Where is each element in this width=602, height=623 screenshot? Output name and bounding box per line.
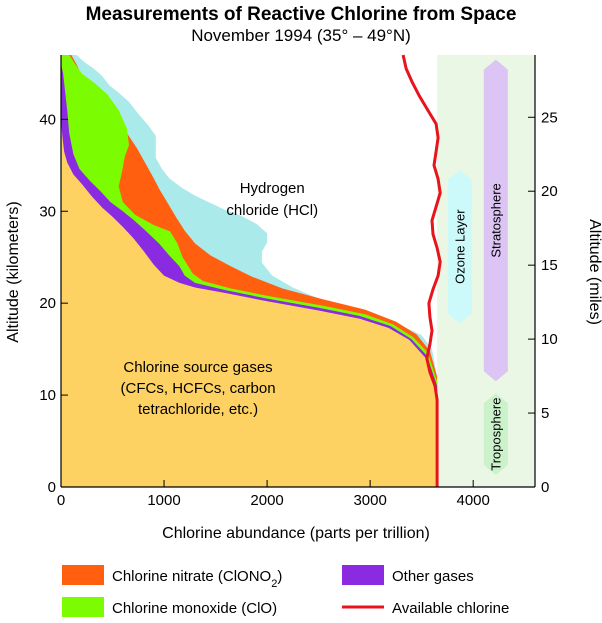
y-tick-label-right: 25 [541, 109, 558, 126]
y-tick-label-left: 10 [39, 387, 56, 404]
legend-label: Other gases [392, 568, 474, 585]
y-axis-label-left: Altitude (kilometers) [5, 201, 22, 342]
plot-area: Hydrogen chloride (HCl) Chlorine source ga… [61, 54, 535, 488]
y-tick-label-right: 20 [541, 183, 558, 200]
legend-item: Other gases [342, 565, 474, 585]
x-tick-label: 0 [57, 492, 65, 509]
legend-item: Chlorine monoxide (ClO) [62, 597, 277, 617]
axes: 0 1000 2000 3000 4000 0 10 20 30 40 0 5 10 15 20 25 [39, 55, 558, 509]
x-tick-label: 2000 [250, 492, 283, 509]
y-tick-label-right: 5 [541, 405, 549, 422]
y-axis-label-right: Altitude (miles) [586, 219, 602, 325]
ozone-layer-band [447, 169, 472, 324]
source-gases-label: (CFCs, HCFCs, carbon [121, 380, 276, 397]
x-tick-label: 1000 [147, 492, 180, 509]
y-tick-label-left: 30 [39, 203, 56, 220]
troposphere-band [483, 393, 508, 476]
y-tick-label-left: 20 [39, 295, 56, 312]
hcl-label: Hydrogen [240, 180, 305, 197]
x-tick-label: 3000 [353, 492, 386, 509]
legend-label: Available chlorine [392, 600, 509, 617]
troposphere-label: Troposphere [488, 398, 503, 471]
y-tick-label-right: 10 [541, 331, 558, 348]
source-gases-label: tetrachloride, etc.) [138, 401, 258, 418]
legend-label: Chlorine monoxide (ClO) [112, 600, 277, 617]
y-tick-label-left: 40 [39, 111, 56, 128]
ozone-layer-label: Ozone Layer [452, 209, 467, 284]
legend-swatch [62, 565, 104, 585]
x-axis-label: Chlorine abundance (parts per trillion) [162, 525, 430, 542]
x-tick-label: 4000 [456, 492, 489, 509]
chart-title: Measurements of Reactive Chlorine from S… [86, 4, 517, 25]
area-chlorine-source-gases-cfcs-hcfcs-carbon-tetrachloride-etc- [61, 119, 439, 488]
legend-item: Chlorine nitrate (ClONO2) [62, 565, 282, 590]
hcl-label: chloride (HCl) [226, 202, 318, 219]
legend-swatch [62, 597, 104, 617]
y-tick-label-right: 15 [541, 257, 558, 274]
legend: Chlorine nitrate (ClONO2) Other gases Chlo… [62, 565, 509, 617]
stratosphere-label: Stratosphere [488, 183, 503, 257]
legend-item: Available chlorine [342, 600, 509, 617]
source-gases-label: Chlorine source gases [123, 359, 272, 376]
y-tick-label-right: 0 [541, 479, 549, 496]
legend-swatch [342, 565, 384, 585]
available-chlorine-line [401, 54, 442, 487]
stratosphere-band [483, 59, 508, 382]
y-tick-label-left: 0 [48, 479, 56, 496]
legend-label: Chlorine nitrate (ClONO2) [112, 568, 282, 590]
chart-subtitle: November 1994 (35° – 49°N) [191, 26, 411, 45]
